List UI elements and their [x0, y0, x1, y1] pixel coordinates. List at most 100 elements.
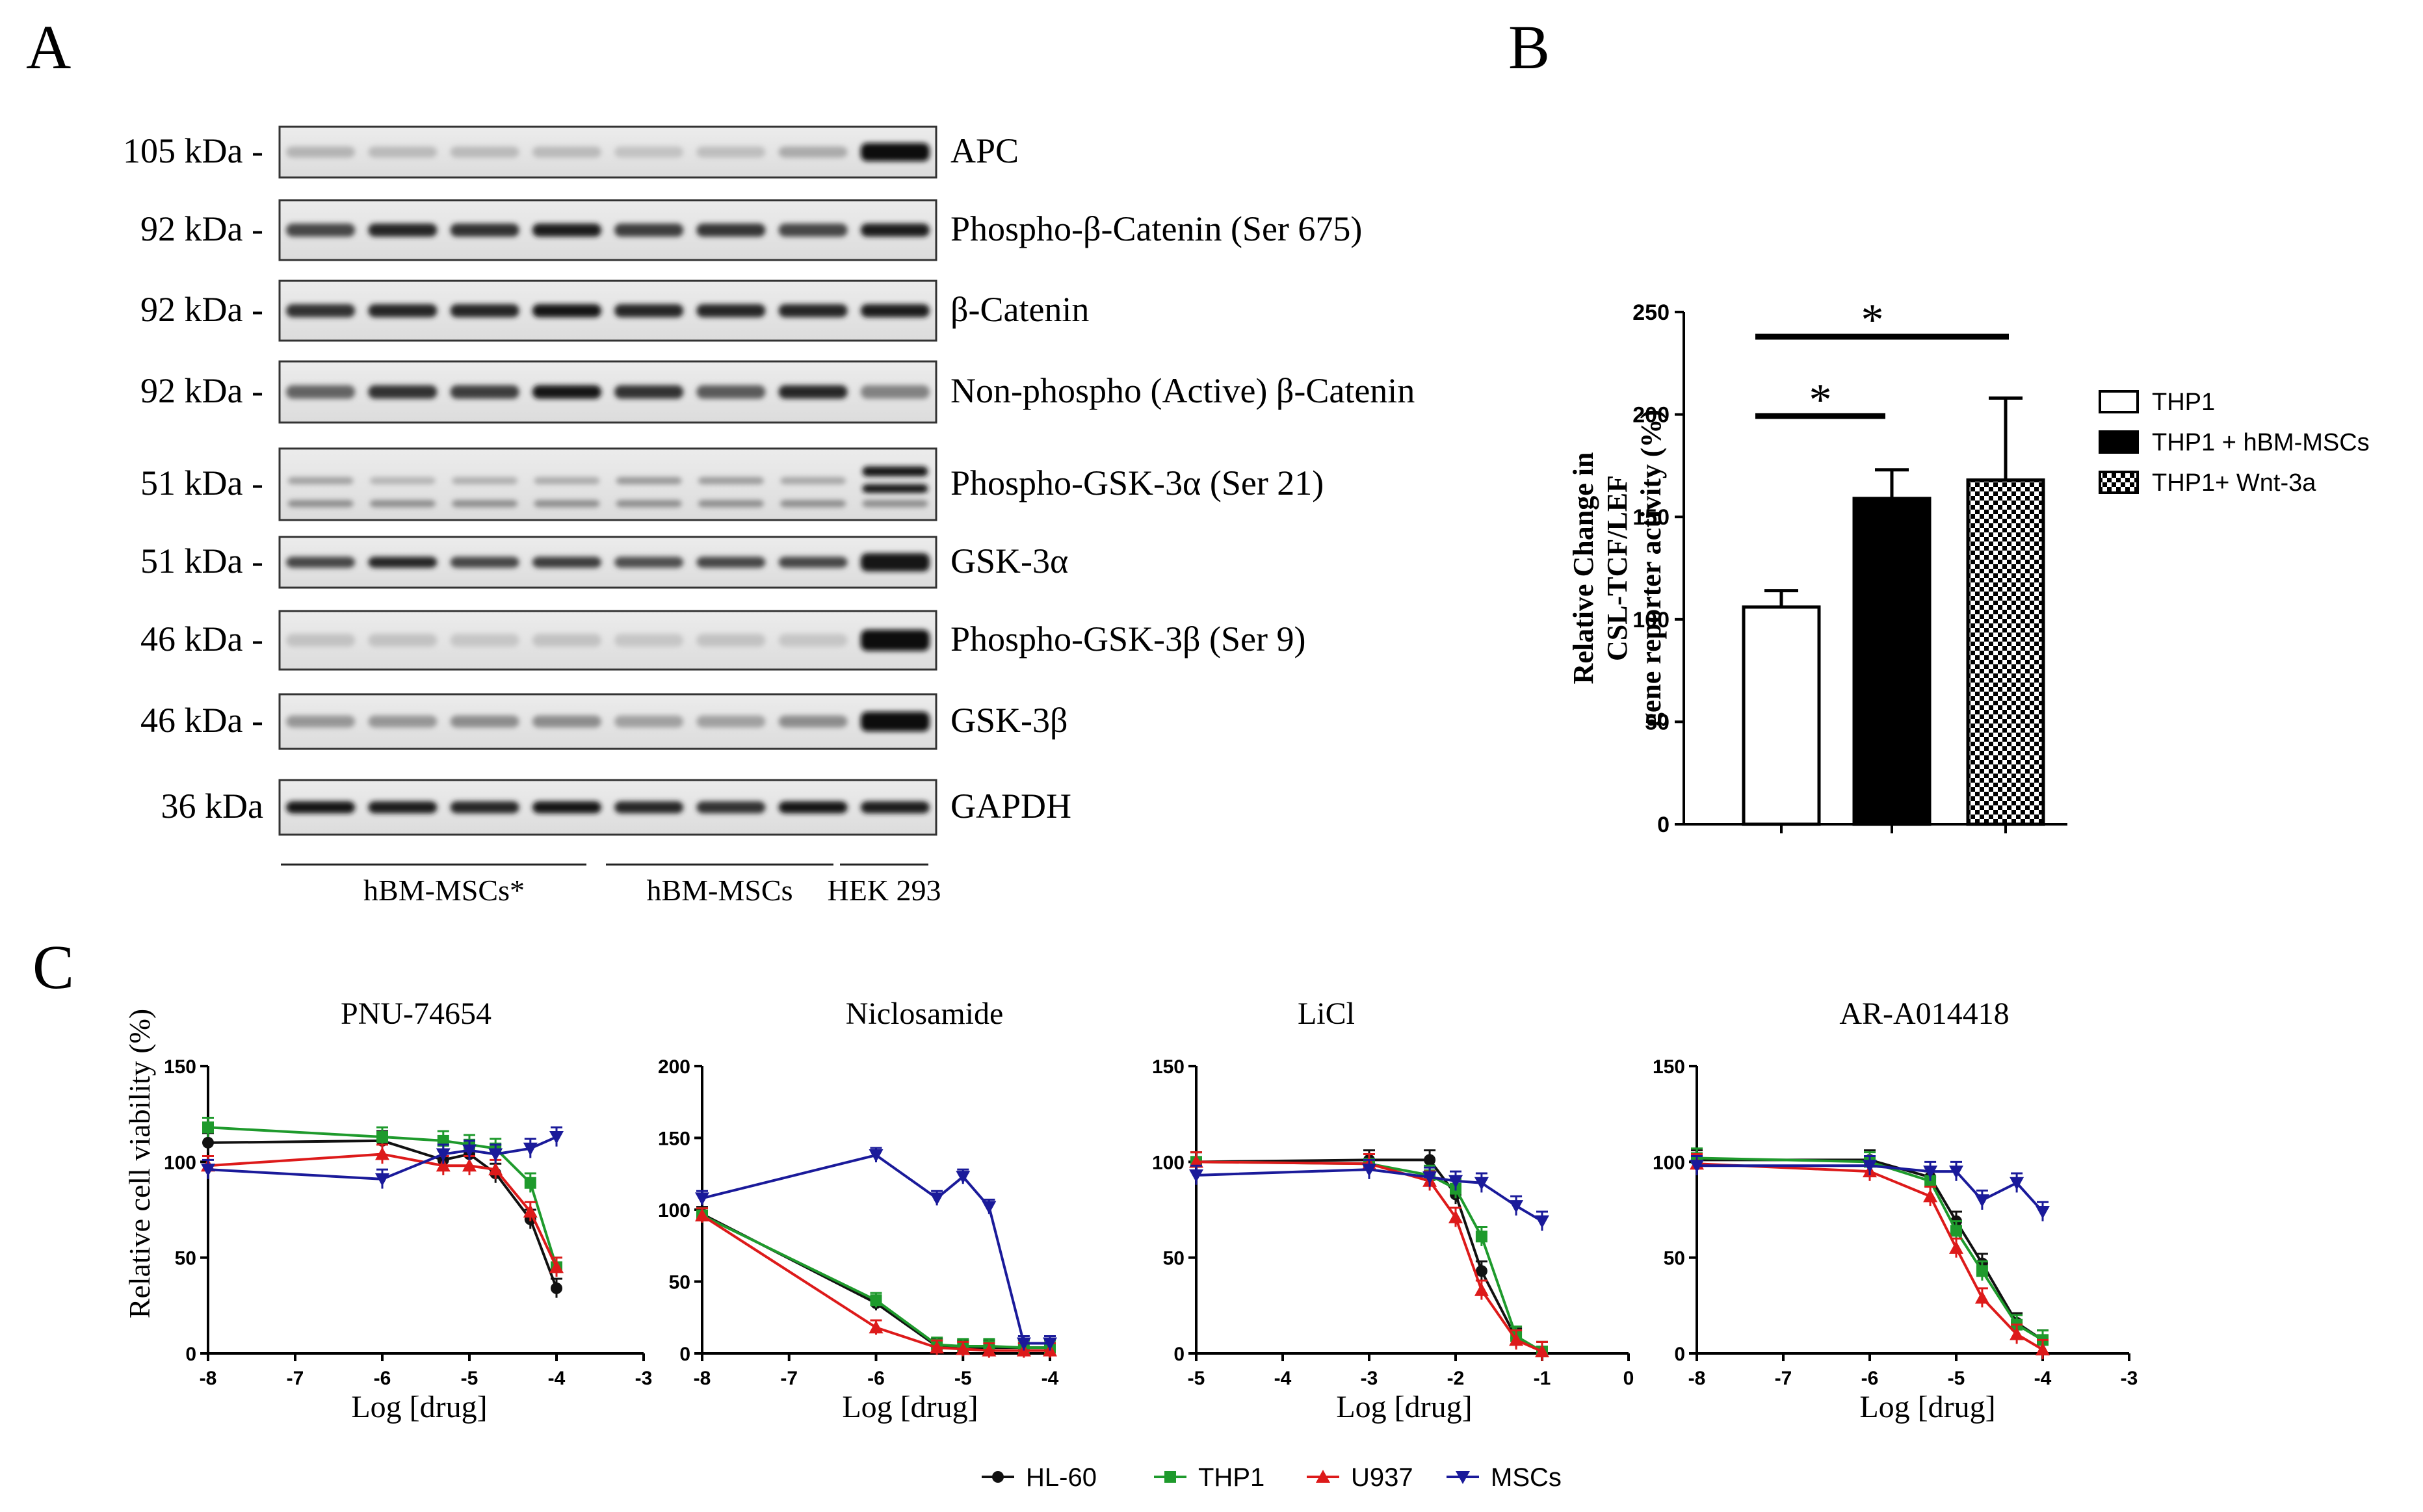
- blot-band: [860, 223, 930, 237]
- marker-mscs: [436, 1148, 451, 1162]
- y-tick-label: 200: [658, 1056, 690, 1078]
- marker-mscs: [375, 1173, 389, 1186]
- x-tick-label: -4: [1274, 1368, 1292, 1389]
- series-line-hl-60: [1697, 1158, 2044, 1342]
- legend-label: THP1: [2152, 389, 2215, 416]
- group-label-hbm-mscs: hBM-MSCs: [647, 874, 793, 907]
- series-line-thp1: [1196, 1160, 1543, 1353]
- y-tick-label: 100: [1632, 608, 1670, 632]
- blot-size-label: 51 kDa -: [140, 541, 263, 580]
- bar: [1966, 478, 2045, 826]
- chart-title: LiCl: [1298, 997, 1355, 1031]
- blot-bands: [286, 553, 930, 572]
- y-tick-label: 100: [658, 1200, 690, 1221]
- marker-mscs: [462, 1144, 477, 1158]
- blot-band: [532, 146, 601, 158]
- legend-label: THP1+ Wnt-3a: [2152, 469, 2316, 497]
- blot-band: [532, 634, 601, 647]
- y-tick-label: 50: [669, 1272, 690, 1294]
- blot-size-label: 46 kDa -: [140, 701, 263, 740]
- blot-band: [778, 801, 848, 814]
- blot-band: [780, 500, 846, 508]
- marker-u937: [549, 1260, 564, 1273]
- blot-band: [696, 556, 766, 568]
- series-line-u937: [1196, 1160, 1543, 1353]
- x-tick-label: -8: [694, 1368, 711, 1389]
- blot-band: [614, 715, 684, 728]
- x-tick-label: -5: [461, 1368, 478, 1389]
- blot-band: [369, 477, 436, 484]
- blot-band: [860, 629, 930, 651]
- y-tick-label: 50: [1645, 710, 1670, 735]
- marker-mscs: [1043, 1337, 1057, 1351]
- blot-band: [450, 223, 519, 237]
- y-tick-label: 0: [1657, 813, 1670, 837]
- marker-u937: [982, 1343, 997, 1357]
- marker-hl60: [992, 1471, 1004, 1483]
- blot-band: [860, 711, 930, 732]
- blot-size-label: 46 kDa -: [140, 619, 263, 658]
- bar: [1852, 497, 1932, 826]
- marker-mscs: [523, 1142, 538, 1156]
- y-tick-label: 0: [1674, 1344, 1685, 1365]
- blot-band: [860, 801, 930, 814]
- marker-mscs: [930, 1192, 945, 1206]
- blot-size-label: 105 kDa -: [123, 131, 263, 170]
- blot-band: [696, 223, 766, 237]
- blot-band: [860, 142, 930, 162]
- marker-mscs: [549, 1131, 564, 1145]
- line-chart: 0 50 100 150 -5 -4 -3 -2 -1 0 LiCl Log [drug]: [1152, 997, 1634, 1424]
- blot-band: [532, 556, 601, 568]
- blot-band: [532, 715, 601, 728]
- blot-band: [286, 385, 356, 399]
- y-tick-label: 150: [164, 1056, 196, 1078]
- marker-u937: [1923, 1189, 1938, 1203]
- y-axis-label-line: CSL-TCF/LEF: [1601, 475, 1633, 661]
- blot-band: [778, 634, 848, 647]
- significance-star: *: [1861, 295, 1884, 345]
- bar: [1742, 605, 1821, 826]
- marker-mscs: [1456, 1471, 1470, 1484]
- marker-thp1: [870, 1294, 882, 1307]
- x-tick-label: -6: [867, 1368, 885, 1389]
- blot-band: [286, 223, 356, 237]
- blot-band: [368, 304, 438, 318]
- marker-u937: [1448, 1210, 1463, 1223]
- y-tick-label: 0: [185, 1344, 196, 1365]
- y-tick-label: 100: [1653, 1152, 1685, 1173]
- blot-size-label: 51 kDa -: [140, 463, 263, 502]
- x-tick-label: -2: [1447, 1368, 1465, 1389]
- bar-chart: 0 50 100 150 200 250 Relative Change inCSL-TCF…: [1567, 295, 2370, 837]
- x-tick-label: -5: [1948, 1368, 1965, 1389]
- y-tick-label: 200: [1632, 403, 1670, 428]
- marker-u937: [1974, 1290, 1989, 1304]
- panel-a-label: A: [26, 12, 71, 82]
- marker-mscs: [1535, 1215, 1549, 1229]
- marker-thp1: [1475, 1231, 1487, 1243]
- marker-thp1: [202, 1121, 214, 1134]
- blot-band: [450, 801, 519, 814]
- blot-protein-label: Phospho-GSK-3α (Ser 21): [950, 463, 1324, 502]
- blot-band: [286, 146, 356, 158]
- marker-mscs: [1362, 1164, 1376, 1177]
- series-line-thp1: [1696, 1156, 2044, 1342]
- marker-mscs: [1016, 1337, 1031, 1351]
- y-tick-label: 100: [1152, 1152, 1185, 1173]
- blot-band: [616, 500, 682, 508]
- blot-band: [860, 553, 930, 572]
- marker-hl60: [202, 1136, 214, 1149]
- marker-u937: [695, 1208, 709, 1221]
- blot-band: [778, 146, 848, 158]
- marker-u937: [488, 1162, 503, 1176]
- marker-thp1: [1164, 1471, 1176, 1483]
- line-chart: 0 50 100 150 -8 -7 -6 -5 -4 -3 AR-A014418 Log [drug…: [1653, 997, 2138, 1424]
- y-axis-label-line: gene reporter activity (%): [1635, 410, 1667, 727]
- marker-thp1: [1976, 1265, 1988, 1277]
- blot-band: [696, 146, 766, 158]
- marker-u937: [1474, 1283, 1489, 1296]
- x-tick-label: -8: [1688, 1368, 1706, 1389]
- blot-band: [860, 304, 930, 318]
- blot-band: [532, 304, 601, 318]
- blot-band: [534, 477, 600, 484]
- panel-a: A 105 kDa - APC 92 kDa - Phospho-β-Catenin …: [26, 12, 1415, 907]
